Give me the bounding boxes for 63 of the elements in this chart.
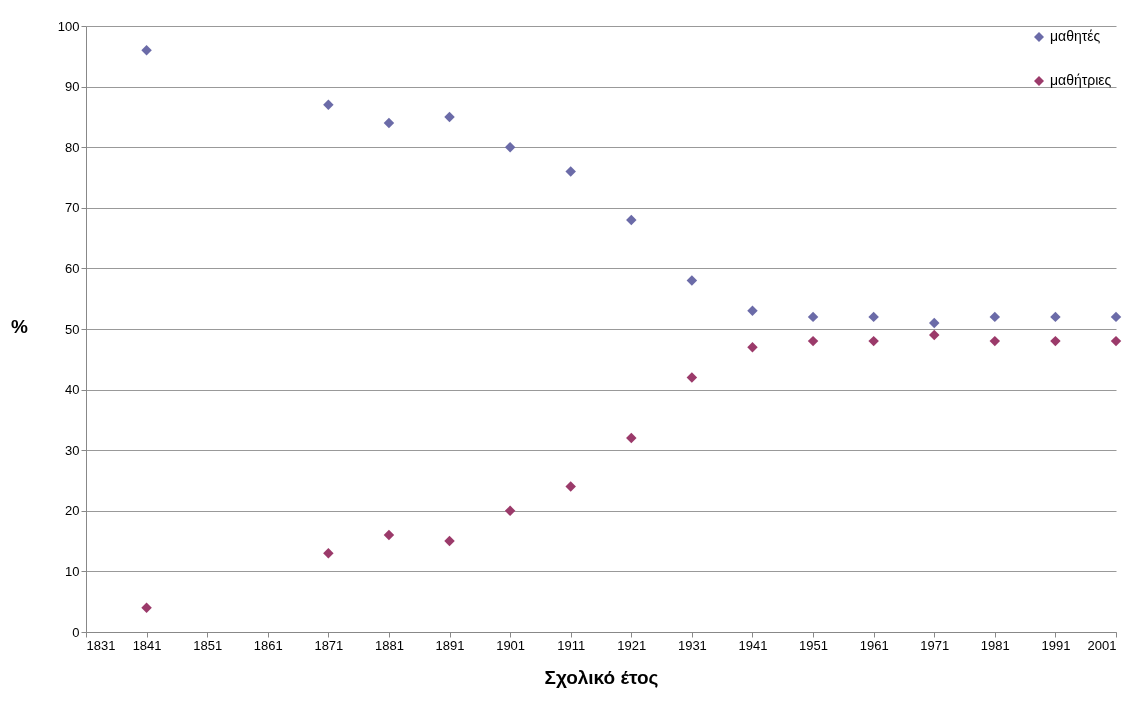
point: [383, 117, 395, 129]
x-axis-title: Σχολικό έτος: [544, 666, 659, 688]
legend-label: μαθητές: [1050, 28, 1101, 44]
point: [444, 535, 455, 547]
y-tick-label: 80: [65, 139, 80, 155]
x-tick-label: 1941: [738, 637, 768, 653]
y-tick-label: 20: [65, 503, 80, 519]
point: [323, 547, 334, 559]
x-tick-label: 1861: [253, 637, 283, 653]
y-tick-label: 50: [65, 321, 80, 337]
y-tick-label: 40: [65, 382, 80, 398]
y-tick-label: 60: [65, 260, 80, 276]
x-tick-label: 1851: [193, 637, 223, 653]
point: [504, 141, 516, 153]
x-tick-label: 2001: [1087, 637, 1117, 653]
x-tick-label: 1841: [132, 637, 162, 653]
point: [928, 329, 940, 341]
point: [686, 275, 698, 286]
point: [565, 481, 576, 492]
point: [504, 505, 516, 517]
point: [928, 317, 940, 329]
point: [747, 341, 758, 353]
x-tick-label: 1991: [1041, 637, 1071, 653]
x-tick-label: 1901: [496, 637, 526, 653]
x-tick-label: 1961: [859, 637, 889, 653]
point: [747, 305, 758, 317]
point: [141, 602, 152, 613]
point: [626, 214, 637, 226]
point: [1110, 335, 1122, 347]
x-tick-label: 1881: [374, 637, 404, 653]
point: [1050, 335, 1061, 347]
point: [868, 311, 879, 323]
x-tick-label: 1971: [920, 637, 950, 653]
x-tick-label: 1831: [86, 637, 116, 653]
x-tick-label: 1911: [557, 637, 586, 653]
y-axis-title: %: [10, 315, 28, 337]
x-tick-label: 1921: [617, 637, 647, 653]
legend-label: μαθήτριες: [1050, 72, 1112, 88]
point: [868, 335, 879, 347]
y-tick-label: 70: [65, 200, 80, 216]
y-tick-label: 0: [72, 624, 80, 640]
point: [807, 311, 819, 323]
x-tick-label: 1931: [677, 637, 707, 653]
point: [565, 166, 576, 177]
y-tick-label: 10: [65, 563, 80, 579]
point: [323, 99, 334, 111]
point: [989, 335, 1001, 347]
x-tick-label: 1891: [435, 637, 465, 653]
point: [807, 335, 819, 347]
x-tick-label: 1981: [980, 637, 1010, 653]
x-tick-label: 1951: [799, 637, 829, 653]
point: [444, 111, 455, 123]
point: [1110, 311, 1122, 323]
y-tick-label: 30: [65, 442, 80, 458]
point: [626, 432, 637, 444]
point: [1050, 311, 1061, 323]
y-tick-label: 100: [57, 18, 80, 34]
point: [989, 311, 1001, 323]
y-tick-label: 90: [65, 79, 80, 95]
point: [383, 529, 395, 541]
x-tick-label: 1871: [314, 637, 344, 653]
point: [141, 45, 152, 56]
point: [686, 372, 698, 383]
